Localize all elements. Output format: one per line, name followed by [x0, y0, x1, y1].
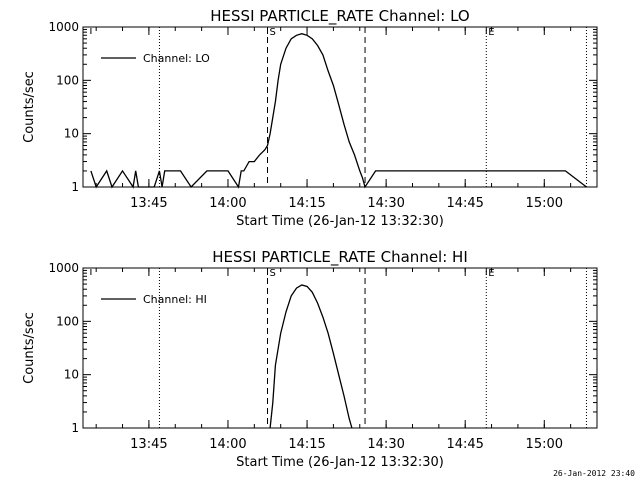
- legend-label: Channel: LO: [143, 52, 210, 65]
- y-tick-label: 100: [56, 73, 79, 87]
- timestamp-stamp: 26-Jan-2012 23:40: [553, 469, 635, 478]
- marker-label: S: [270, 27, 276, 38]
- x-tick-label: 14:00: [209, 437, 246, 452]
- y-tick-label: 1: [71, 421, 79, 435]
- x-axis-label: Start Time (26-Jan-12 13:32:30): [236, 455, 444, 470]
- chart-title: HESSI PARTICLE_RATE Channel: HI: [212, 248, 468, 267]
- chart-panel-2: HESSI PARTICLE_RATE Channel: HI Counts/se…: [22, 248, 598, 470]
- y-tick-label: 1000: [48, 261, 79, 275]
- plot-frame: [82, 26, 598, 188]
- series-line: [269, 284, 353, 429]
- chart-title: HESSI PARTICLE_RATE Channel: LO: [210, 7, 469, 26]
- legend-label: Channel: HI: [143, 293, 207, 306]
- y-tick-label: 1: [71, 180, 79, 194]
- x-tick-label: 14:15: [288, 196, 325, 211]
- y-tick-label: 10: [64, 127, 79, 141]
- y-tick-label: 10: [64, 368, 79, 382]
- x-tick-label: 14:30: [367, 196, 404, 211]
- marker-label: S: [270, 268, 276, 279]
- x-tick-label: 13:45: [130, 196, 167, 211]
- x-tick-label: 15:00: [526, 196, 563, 211]
- y-tick-label: 100: [56, 314, 79, 328]
- y-axis-label: Counts/sec: [22, 71, 37, 143]
- y-axis-label: Counts/sec: [22, 312, 37, 384]
- x-tick-label: 14:15: [288, 437, 325, 452]
- series-line: [90, 33, 587, 189]
- y-tick-label: 1000: [48, 20, 79, 34]
- marker-label: E: [488, 268, 494, 279]
- x-tick-label: 14:30: [367, 437, 404, 452]
- chart-panel-1: HESSI PARTICLE_RATE Channel: LO Counts/se…: [22, 7, 598, 229]
- marker-label: E: [488, 27, 494, 38]
- x-tick-label: 14:45: [446, 196, 483, 211]
- x-tick-label: 13:45: [130, 437, 167, 452]
- x-tick-label: 15:00: [526, 437, 563, 452]
- x-tick-label: 14:45: [446, 437, 483, 452]
- x-axis-label: Start Time (26-Jan-12 13:32:30): [236, 214, 444, 229]
- plot-frame: [82, 267, 598, 429]
- x-tick-label: 14:00: [209, 196, 246, 211]
